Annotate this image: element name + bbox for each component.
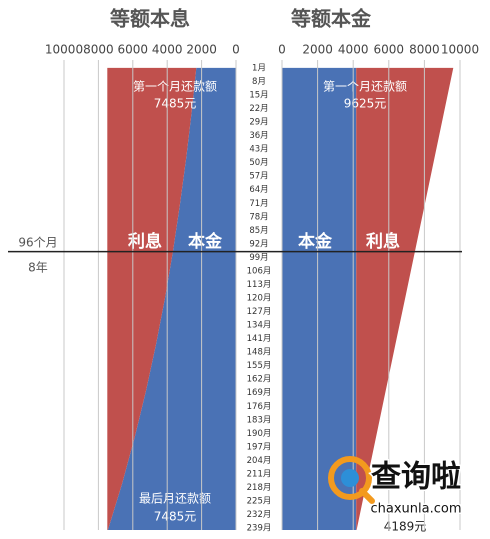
- month-tick-label: 99月: [249, 253, 268, 263]
- watermark-title: 查询啦: [371, 460, 461, 495]
- month-tick-label: 204月: [247, 456, 272, 466]
- month-tick-label: 162月: [247, 375, 272, 385]
- annotation: 第一个月还款额: [133, 80, 217, 94]
- month-tick-label: 169月: [247, 388, 272, 398]
- series-label: 利息: [128, 231, 162, 252]
- series-label: 利息: [366, 231, 400, 252]
- month-tick-label: 134月: [247, 321, 272, 331]
- month-tick-label: 92月: [249, 239, 268, 249]
- logo-ring: [328, 456, 372, 500]
- series-label: 本金: [298, 231, 333, 252]
- month-tick-label: 155月: [247, 361, 272, 371]
- area: [107, 67, 237, 531]
- annotation: 7485元: [154, 510, 197, 524]
- month-tick-label: 190月: [247, 429, 272, 439]
- month-tick-label: 22月: [249, 104, 268, 114]
- x-tick-label: 0: [278, 43, 286, 57]
- divider-sublabel: 8年: [28, 261, 48, 275]
- month-tick-label: 71月: [249, 199, 268, 209]
- annotation: 第一个月还款额: [323, 80, 407, 94]
- month-tick-label: 239月: [247, 524, 272, 534]
- month-tick-label: 113月: [247, 280, 272, 290]
- month-tick-label: 183月: [247, 415, 272, 425]
- month-tick-label: 8月: [252, 77, 266, 87]
- month-tick-label: 57月: [249, 172, 268, 182]
- month-tick-label: 127月: [247, 307, 272, 317]
- month-tick-label: 211月: [247, 469, 272, 479]
- month-tick-label: 36月: [249, 131, 268, 141]
- month-tick-label: 85月: [249, 226, 268, 236]
- month-tick-label: 64月: [249, 185, 268, 195]
- month-tick-label: 29月: [249, 118, 268, 128]
- month-tick-label: 78月: [249, 212, 268, 222]
- x-tick-label: 2000: [186, 43, 217, 57]
- x-tick-label: 4000: [338, 43, 369, 57]
- x-tick-label: 10000: [441, 43, 479, 57]
- month-tick-label: 43月: [249, 145, 268, 155]
- x-tick-label: 0: [232, 43, 240, 57]
- month-tick-label: 218月: [247, 483, 272, 493]
- logo-handle: [359, 488, 375, 504]
- month-tick-label: 50月: [249, 158, 268, 168]
- area: [107, 67, 197, 531]
- logo-dot: [341, 469, 359, 487]
- annotation: 7485元: [154, 97, 197, 111]
- month-tick-label: 197月: [247, 442, 272, 452]
- x-tick-label: 6000: [374, 43, 405, 57]
- area: [356, 67, 454, 531]
- annotation: 4189元: [384, 520, 427, 534]
- x-tick-label: 2000: [302, 43, 333, 57]
- month-tick-label: 106月: [247, 266, 272, 276]
- month-tick-label: 148月: [247, 348, 272, 358]
- annotation: 9625元: [344, 97, 387, 111]
- month-tick-label: 232月: [247, 510, 272, 520]
- series-label: 本金: [188, 231, 223, 252]
- x-tick-label: 6000: [118, 43, 149, 57]
- chart-title: 等额本金: [291, 7, 372, 31]
- x-tick-label: 8000: [409, 43, 440, 57]
- x-tick-label: 8000: [83, 43, 114, 57]
- watermark-url: chaxunla.com: [371, 502, 462, 517]
- x-tick-label: 10000: [45, 43, 83, 57]
- x-tick-label: 4000: [152, 43, 183, 57]
- month-tick-label: 141月: [247, 334, 272, 344]
- month-tick-label: 225月: [247, 497, 272, 507]
- month-tick-label: 1月: [252, 63, 266, 73]
- watermark: 查询啦 chaxunla.com: [328, 456, 463, 518]
- divider-label: 96个月: [18, 236, 57, 250]
- month-tick-label: 120月: [247, 294, 272, 304]
- month-tick-label: 15月: [249, 91, 268, 101]
- chart-title: 等额本息: [110, 7, 190, 31]
- month-tick-label: 176月: [247, 402, 272, 412]
- area: [282, 67, 357, 531]
- annotation: 最后月还款额: [139, 492, 211, 506]
- areas: [107, 67, 454, 531]
